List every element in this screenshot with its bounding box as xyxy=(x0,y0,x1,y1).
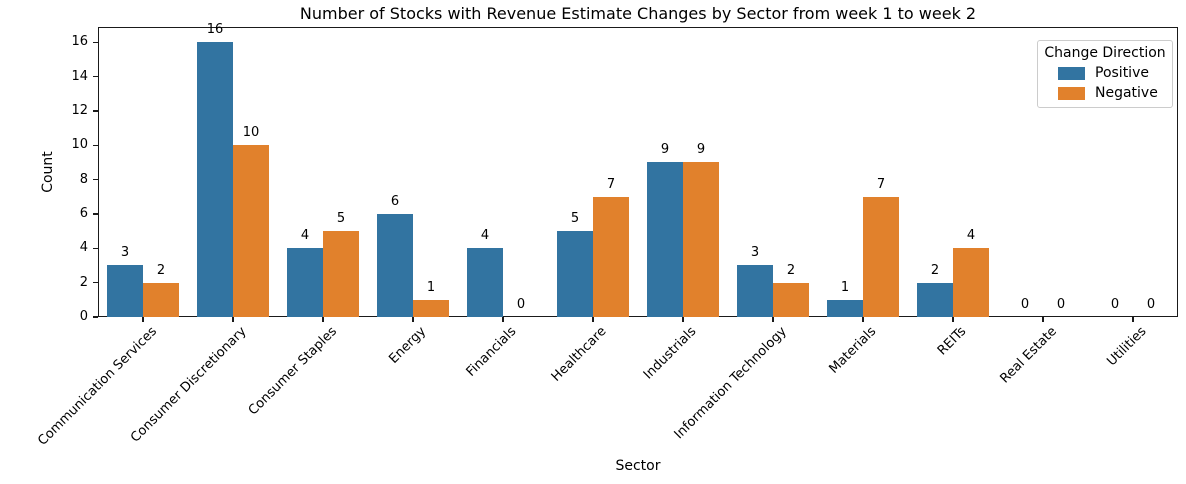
x-tick-mark xyxy=(592,317,594,322)
x-tick-label: REITs xyxy=(935,324,970,359)
bar-positive-consumer-staples xyxy=(287,248,323,317)
bar-value-label: 16 xyxy=(206,22,224,38)
y-tick-mark xyxy=(93,144,98,146)
bar-positive-reits xyxy=(917,282,953,317)
chart-title: Number of Stocks with Revenue Estimate C… xyxy=(299,4,977,23)
bar-negative-consumer-staples xyxy=(323,231,359,317)
y-tick-label: 2 xyxy=(79,274,88,290)
bar-value-label: 7 xyxy=(606,176,616,192)
bar-value-label: 6 xyxy=(390,193,400,209)
bar-positive-energy xyxy=(377,213,413,317)
bar-positive-consumer-discretionary xyxy=(197,42,233,317)
legend-items: Positive Negative xyxy=(1038,62,1172,102)
y-tick-mark xyxy=(93,110,98,112)
bar-negative-reits xyxy=(953,248,989,317)
bar-value-label: 1 xyxy=(426,279,436,295)
y-tick-mark xyxy=(93,76,98,78)
bar-value-label: 2 xyxy=(156,262,166,278)
bar-positive-financials xyxy=(467,248,503,317)
y-tick-label: 14 xyxy=(71,68,88,84)
legend-item-positive: Positive xyxy=(1038,62,1172,82)
x-tick-mark xyxy=(502,317,504,322)
bar-value-label: 0 xyxy=(1110,297,1120,312)
x-tick-label: Materials xyxy=(826,324,880,377)
y-tick-label: 12 xyxy=(71,102,88,118)
x-tick-label: Real Estate xyxy=(997,324,1060,387)
bar-value-label: 1 xyxy=(840,279,850,295)
bar-value-label: 5 xyxy=(336,211,346,227)
x-tick-mark xyxy=(682,317,684,322)
legend-item-negative: Negative xyxy=(1038,82,1172,102)
y-tick-mark xyxy=(93,213,98,215)
x-tick-mark xyxy=(772,317,774,322)
y-tick-mark xyxy=(93,247,98,249)
x-tick-mark xyxy=(1132,317,1134,322)
bar-value-label: 3 xyxy=(750,245,760,261)
bar-negative-communication-services xyxy=(143,282,179,317)
bar-value-label: 5 xyxy=(570,211,580,227)
legend-swatch-negative xyxy=(1058,86,1085,100)
x-axis-label: Sector xyxy=(615,458,661,474)
x-tick-mark xyxy=(952,317,954,322)
bar-positive-materials xyxy=(827,299,863,317)
bar-value-label: 2 xyxy=(786,262,796,278)
bar-value-label: 4 xyxy=(480,228,490,244)
bar-value-label: 0 xyxy=(1056,297,1066,312)
x-tick-mark xyxy=(232,317,234,322)
x-tick-label: Energy xyxy=(386,324,430,367)
bar-negative-information-technology xyxy=(773,282,809,317)
x-tick-mark xyxy=(322,317,324,322)
bar-positive-healthcare xyxy=(557,231,593,317)
bar-value-label: 10 xyxy=(242,125,260,141)
bar-negative-industrials xyxy=(683,162,719,317)
bar-negative-energy xyxy=(413,299,449,317)
y-tick-mark xyxy=(93,179,98,181)
x-tick-label: Financials xyxy=(463,324,520,380)
y-tick-label: 4 xyxy=(79,240,88,256)
bar-positive-information-technology xyxy=(737,265,773,317)
bar-value-label: 2 xyxy=(930,262,940,278)
bar-negative-materials xyxy=(863,196,899,317)
bar-value-label: 4 xyxy=(300,228,310,244)
plot-area xyxy=(98,27,1178,317)
legend-title: Change Direction xyxy=(1044,45,1166,61)
bar-value-label: 0 xyxy=(516,297,526,312)
bar-positive-communication-services xyxy=(107,265,143,317)
bar-value-label: 0 xyxy=(1146,297,1156,312)
y-tick-label: 8 xyxy=(79,171,88,187)
legend-swatch-positive xyxy=(1058,66,1085,80)
bar-negative-healthcare xyxy=(593,196,629,317)
x-tick-mark xyxy=(1042,317,1044,322)
y-tick-mark xyxy=(93,41,98,43)
x-tick-mark xyxy=(862,317,864,322)
bar-positive-industrials xyxy=(647,162,683,317)
y-tick-label: 10 xyxy=(71,137,88,153)
legend-label: Negative xyxy=(1095,85,1158,101)
bar-value-label: 7 xyxy=(876,176,886,192)
y-tick-label: 0 xyxy=(79,309,88,324)
y-tick-mark xyxy=(93,316,98,318)
x-tick-mark xyxy=(142,317,144,322)
x-tick-label: Utilities xyxy=(1104,324,1150,370)
legend: Change Direction Positive Negative xyxy=(1037,40,1173,108)
y-tick-mark xyxy=(93,282,98,284)
bar-value-label: 3 xyxy=(120,245,130,261)
x-tick-label: Consumer Staples xyxy=(245,324,340,419)
legend-label: Positive xyxy=(1095,65,1149,81)
x-tick-label: Healthcare xyxy=(548,324,610,385)
bar-negative-consumer-discretionary xyxy=(233,145,269,317)
x-tick-mark xyxy=(412,317,414,322)
bar-value-label: 9 xyxy=(660,142,670,158)
y-tick-label: 16 xyxy=(71,34,88,50)
x-tick-label: Industrials xyxy=(641,324,700,383)
bar-value-label: 4 xyxy=(966,228,976,244)
bar-value-label: 9 xyxy=(696,142,706,158)
y-tick-label: 6 xyxy=(79,205,88,221)
bar-value-label: 0 xyxy=(1020,297,1030,312)
